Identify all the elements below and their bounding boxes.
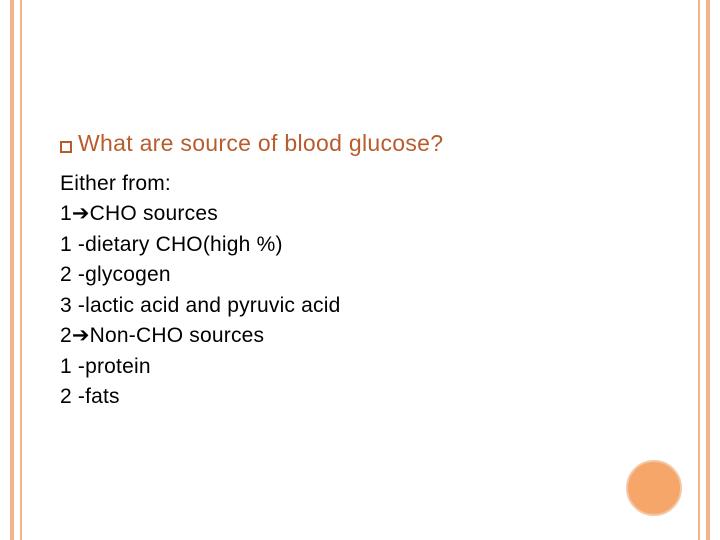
- slide-border-right-inner: [698, 0, 700, 540]
- heading-text: What are source of blood glucose?: [78, 130, 443, 157]
- slide-content: What are source of blood glucose? Either…: [60, 130, 660, 413]
- body-line-5: 2➔Non-CHO sources: [60, 321, 660, 351]
- body-line-0: Either from:: [60, 169, 660, 199]
- slide-border-left-outer: [10, 0, 14, 540]
- slide-border-left-inner: [20, 0, 22, 540]
- body-line-7: 2 -fats: [60, 382, 660, 412]
- circle-accent-icon: [626, 460, 682, 516]
- body-line-6: 1 -protein: [60, 352, 660, 382]
- body-line-3: 2 -glycogen: [60, 260, 660, 290]
- body-line-1: 1➔CHO sources: [60, 199, 660, 229]
- body-line-2: 1 -dietary CHO(high %): [60, 230, 660, 260]
- heading-line: What are source of blood glucose?: [60, 130, 660, 157]
- square-bullet-icon: [60, 141, 72, 153]
- body-line-4: 3 -lactic acid and pyruvic acid: [60, 291, 660, 321]
- slide-border-right-outer: [706, 0, 710, 540]
